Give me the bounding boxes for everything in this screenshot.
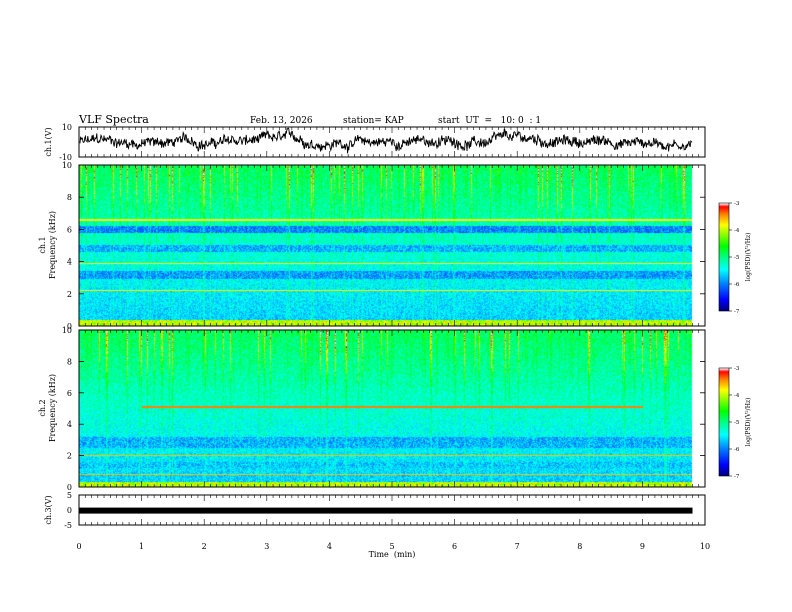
ch1-spectrogram-panel: 0 2 4 6 8 10 ch.1 Frequency (kHz): [38, 161, 706, 331]
x-axis-label: Time (min): [369, 550, 416, 559]
ch1-channel-label: ch.1: [38, 236, 47, 253]
ch2-spectrogram-image: [79, 330, 705, 487]
ch2-spectrogram-panel: 0 2 4 6 8 10 ch.2 Frequency (kHz): [38, 326, 706, 492]
frequency-tick-label: 4: [67, 258, 72, 267]
time-tick-label: 8: [577, 542, 582, 551]
figure-title: VLF Spectra: [78, 113, 149, 126]
ch3-waveform-ylabel: ch.3(V): [44, 495, 53, 524]
ch1-colorbar-label: log(PSD)(V²/Hz): [745, 233, 752, 282]
frequency-tick-label: 0: [67, 483, 72, 492]
ch1-ytick-bottom: -10: [59, 153, 72, 162]
colorbar-tick-label: -7: [734, 309, 740, 315]
colorbar-tick-label: -5: [734, 420, 740, 426]
ch3-ytick-bottom: -5: [64, 521, 72, 530]
date-label: Feb. 13, 2026: [250, 116, 313, 126]
ch3-waveform-trace: [79, 507, 693, 514]
ch1-waveform-ylabel: ch.1(V): [44, 127, 53, 156]
ch3-ytick-mid: 0: [67, 506, 72, 515]
ch2-colorbar-image: [719, 368, 729, 476]
time-tick-label: 5: [389, 542, 394, 551]
ch1-waveform-trace: [79, 127, 693, 154]
time-tick-label: 9: [640, 542, 645, 551]
ch1-ytick-top: 10: [62, 123, 72, 132]
frequency-tick-label: 6: [67, 225, 72, 234]
frequency-tick-label: 8: [67, 193, 72, 202]
time-tick-label: 7: [515, 542, 520, 551]
colorbar-tick-label: -6: [734, 447, 740, 453]
frequency-tick-label: 4: [67, 420, 72, 429]
colorbar-tick-label: -5: [734, 255, 740, 261]
colorbar-tick-label: -4: [734, 393, 740, 399]
ch3-ytick-top: 5: [67, 491, 72, 500]
ch1-colorbar: -3 -4 -5 -6 -7 log(PSD)(V²/Hz): [718, 201, 752, 315]
start-time-label: start UT = 10: 0 : 1: [438, 116, 541, 126]
ch2-frequency-ylabel: Frequency (kHz): [48, 374, 57, 442]
time-tick-label: 0: [76, 542, 81, 551]
frequency-tick-label: 10: [62, 161, 72, 170]
frequency-tick-label: 0: [67, 322, 72, 331]
ch3-waveform-panel: 5 0 -5 ch.3(V): [44, 491, 706, 530]
ch1-waveform-panel: 10 -10 ch.1(V): [44, 123, 706, 162]
time-tick-label: 6: [452, 542, 457, 551]
frequency-tick-label: 2: [67, 452, 72, 461]
colorbar-tick-label: -6: [734, 282, 740, 288]
ch1-spectrogram-image: [79, 165, 705, 326]
colorbar-tick-label: -3: [734, 201, 740, 207]
time-tick-label: 1: [139, 542, 144, 551]
ch2-channel-label: ch.2: [38, 399, 47, 416]
time-tick-label: 2: [202, 542, 207, 551]
colorbar-tick-label: -4: [734, 228, 740, 234]
station-label: station= KAP: [343, 116, 404, 126]
colorbar-tick-label: -7: [734, 474, 740, 480]
frequency-tick-label: 8: [67, 357, 72, 366]
ch2-colorbar: -3 -4 -5 -6 -7 log(PSD)(V²/Hz): [718, 366, 752, 480]
frequency-tick-label: 6: [67, 389, 72, 398]
frequency-tick-label: 10: [62, 326, 72, 335]
ch1-colorbar-image: [719, 203, 729, 311]
time-axis-ticks: 0 1 2 3 4 5 6 7 8 9 10: [76, 127, 710, 551]
time-tick-label: 4: [327, 542, 332, 551]
ch1-frequency-ylabel: Frequency (kHz): [48, 211, 57, 279]
frequency-tick-label: 2: [67, 290, 72, 299]
time-tick-label: 3: [264, 542, 269, 551]
colorbar-tick-label: -3: [734, 366, 740, 372]
ch2-colorbar-label: log(PSD)(V²/Hz): [745, 398, 752, 447]
time-tick-label: 10: [700, 542, 710, 551]
